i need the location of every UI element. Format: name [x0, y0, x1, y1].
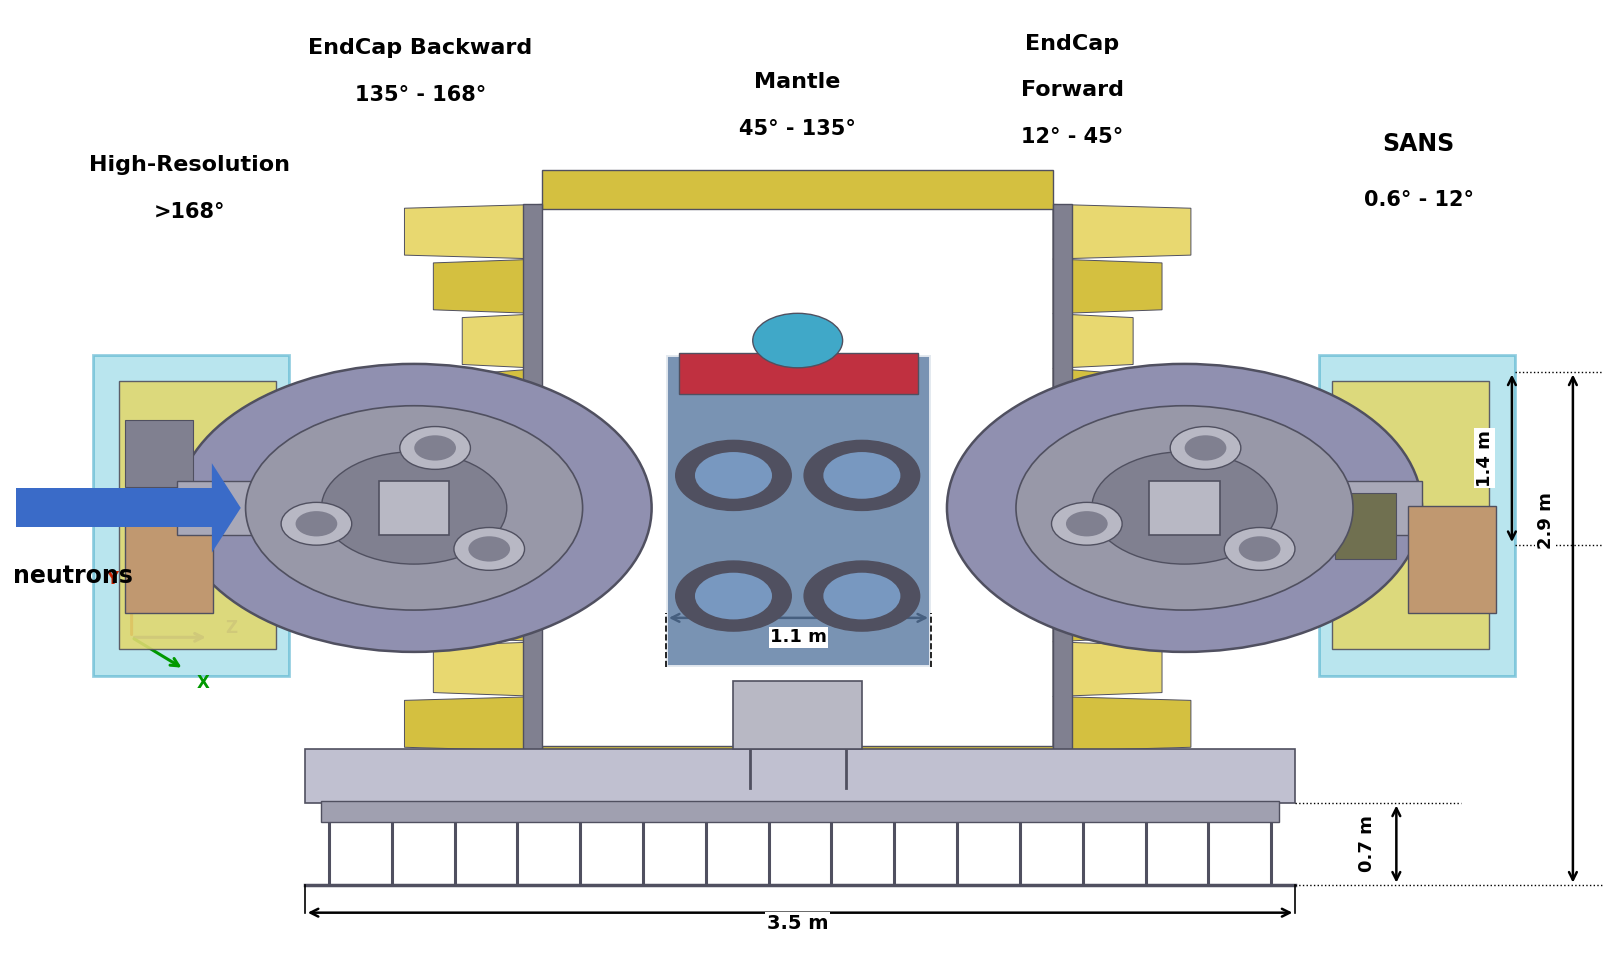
Text: EndCap Backward: EndCap Backward: [308, 38, 533, 58]
FancyBboxPatch shape: [321, 801, 1279, 822]
Circle shape: [804, 441, 920, 511]
Polygon shape: [1053, 478, 1075, 532]
Polygon shape: [1053, 532, 1104, 587]
Polygon shape: [212, 463, 241, 553]
FancyBboxPatch shape: [1319, 481, 1422, 535]
Text: 1.1 m: 1.1 m: [770, 629, 827, 646]
FancyBboxPatch shape: [1408, 506, 1496, 613]
Circle shape: [321, 451, 507, 564]
Text: 135° - 168°: 135° - 168°: [355, 85, 486, 105]
Polygon shape: [433, 259, 542, 313]
Text: High-Resolution: High-Resolution: [88, 155, 291, 175]
FancyBboxPatch shape: [119, 381, 276, 649]
Polygon shape: [1053, 642, 1162, 697]
Circle shape: [454, 527, 525, 570]
Text: Y: Y: [106, 570, 119, 588]
Text: 12° - 45°: 12° - 45°: [1021, 126, 1124, 147]
Circle shape: [1184, 435, 1226, 460]
Circle shape: [469, 536, 510, 561]
Text: Forward: Forward: [1021, 80, 1124, 100]
FancyBboxPatch shape: [1332, 381, 1489, 649]
Polygon shape: [433, 642, 542, 697]
Circle shape: [1091, 451, 1278, 564]
Polygon shape: [1053, 259, 1162, 313]
Circle shape: [1225, 527, 1295, 570]
FancyBboxPatch shape: [523, 204, 542, 751]
FancyBboxPatch shape: [666, 355, 931, 667]
Circle shape: [676, 561, 791, 631]
Circle shape: [753, 313, 843, 368]
FancyBboxPatch shape: [679, 353, 918, 394]
Text: Z: Z: [225, 619, 238, 636]
Circle shape: [1170, 426, 1241, 469]
FancyBboxPatch shape: [125, 420, 193, 486]
Text: >168°: >168°: [154, 201, 225, 222]
Text: neutrons: neutrons: [13, 564, 133, 589]
FancyBboxPatch shape: [1335, 493, 1396, 559]
Text: Mantle: Mantle: [754, 72, 841, 92]
Circle shape: [295, 511, 337, 536]
Circle shape: [695, 452, 772, 499]
FancyBboxPatch shape: [16, 488, 215, 527]
Polygon shape: [491, 532, 542, 587]
Polygon shape: [404, 697, 542, 751]
Circle shape: [281, 502, 351, 545]
Polygon shape: [1053, 697, 1191, 751]
FancyBboxPatch shape: [177, 481, 289, 535]
Polygon shape: [1053, 369, 1104, 423]
Circle shape: [947, 364, 1422, 652]
Polygon shape: [462, 313, 542, 369]
Text: SANS: SANS: [1382, 131, 1456, 156]
FancyBboxPatch shape: [379, 481, 449, 535]
Text: 45° - 135°: 45° - 135°: [740, 119, 855, 139]
Circle shape: [1051, 502, 1122, 545]
Text: 0.6° - 12°: 0.6° - 12°: [1364, 190, 1473, 210]
Circle shape: [823, 573, 900, 620]
Text: 1.4 m: 1.4 m: [1475, 430, 1494, 486]
Circle shape: [400, 426, 470, 469]
Polygon shape: [1053, 423, 1075, 478]
Polygon shape: [404, 204, 542, 259]
Circle shape: [676, 441, 791, 511]
Circle shape: [414, 435, 456, 460]
Text: 2.9 m: 2.9 m: [1536, 492, 1555, 549]
FancyBboxPatch shape: [93, 355, 289, 676]
Circle shape: [246, 406, 583, 610]
Text: 3.5 m: 3.5 m: [767, 914, 828, 933]
FancyBboxPatch shape: [125, 506, 213, 613]
Circle shape: [177, 364, 652, 652]
Circle shape: [823, 452, 900, 499]
FancyBboxPatch shape: [542, 170, 1053, 209]
Text: EndCap: EndCap: [1026, 33, 1119, 54]
FancyBboxPatch shape: [1149, 481, 1220, 535]
Polygon shape: [462, 587, 542, 642]
FancyBboxPatch shape: [1319, 355, 1515, 676]
FancyBboxPatch shape: [1053, 204, 1072, 751]
Circle shape: [1239, 536, 1281, 561]
Polygon shape: [491, 369, 542, 423]
Polygon shape: [520, 423, 542, 478]
FancyBboxPatch shape: [542, 746, 1053, 780]
Text: 0.7 m: 0.7 m: [1358, 815, 1377, 872]
Polygon shape: [1053, 313, 1133, 369]
Circle shape: [1016, 406, 1353, 610]
Polygon shape: [1053, 587, 1133, 642]
Polygon shape: [1053, 204, 1191, 259]
Polygon shape: [520, 478, 542, 532]
Circle shape: [695, 573, 772, 620]
FancyBboxPatch shape: [305, 749, 1295, 803]
FancyBboxPatch shape: [733, 681, 862, 749]
Circle shape: [1066, 511, 1107, 536]
Circle shape: [804, 561, 920, 631]
Text: X: X: [197, 673, 210, 692]
